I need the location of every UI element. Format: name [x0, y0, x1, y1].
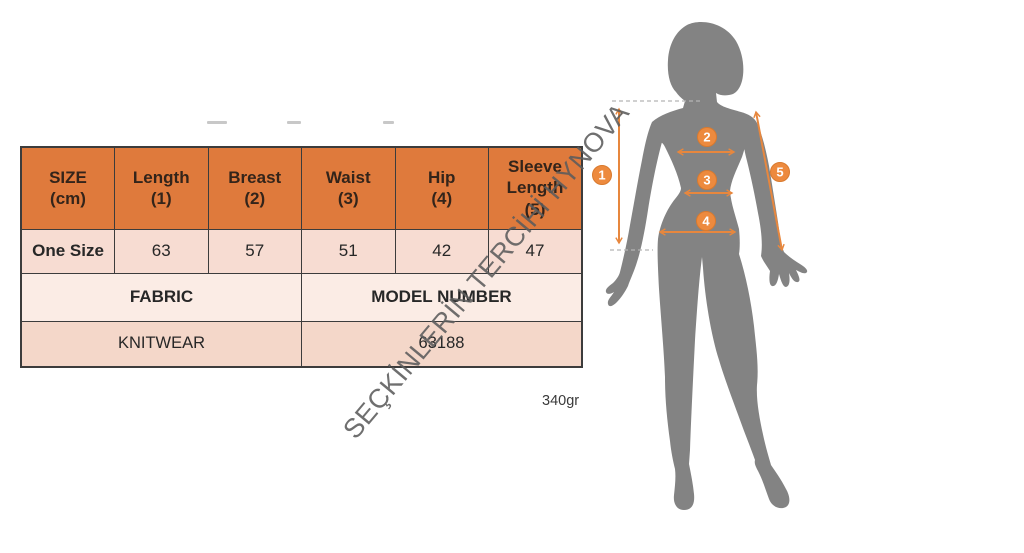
fabric-label-cell: FABRIC [20, 272, 302, 322]
weight-label: 340gr [542, 393, 580, 409]
waist-value-cell: 51 [301, 228, 396, 274]
svg-text:2: 2 [703, 130, 710, 145]
breast-value-cell: 57 [207, 228, 302, 274]
labels-row: FABRIC MODEL NUMBER [20, 272, 583, 322]
column-header-hip: Hip (4) [394, 146, 489, 230]
female-silhouette [605, 22, 808, 510]
size-chart-table: SIZE (cm) Length (1) Breast (2) Waist (3… [20, 146, 583, 368]
svg-text:5: 5 [776, 165, 783, 180]
fabric-value-cell: KNITWEAR [20, 320, 302, 368]
marker-4-hip: 4 [696, 211, 716, 231]
column-header-length: Length (1) [114, 146, 209, 230]
one-size-row: One Size 63 57 51 42 47 [20, 228, 583, 274]
model-number-label-cell: MODEL NUMBER [301, 272, 583, 322]
svg-text:1: 1 [598, 168, 605, 183]
crop-artifact [287, 121, 301, 124]
model-number-value-cell: 63188 [301, 320, 583, 368]
marker-1-length: 1 [592, 165, 612, 185]
marker-3-waist: 3 [697, 170, 717, 190]
size-label-cell: One Size [20, 228, 115, 274]
svg-text:4: 4 [702, 214, 710, 229]
hip-value-cell: 42 [394, 228, 489, 274]
column-header-breast: Breast (2) [207, 146, 302, 230]
sleeve-length-value-cell: 47 [488, 228, 583, 274]
marker-2-breast: 2 [697, 127, 717, 147]
marker-5-sleeve: 5 [770, 162, 790, 182]
values-row: KNITWEAR 63188 [20, 320, 583, 368]
column-header-size: SIZE (cm) [20, 146, 115, 230]
svg-text:3: 3 [703, 173, 710, 188]
length-value-cell: 63 [114, 228, 209, 274]
sleeve-measure-arrow [753, 110, 785, 252]
column-header-sleeve-length: Sleeve Length (5) [488, 146, 583, 230]
crop-artifact [207, 121, 227, 124]
crop-artifact [383, 121, 394, 124]
header-row: SIZE (cm) Length (1) Breast (2) Waist (3… [20, 146, 583, 230]
